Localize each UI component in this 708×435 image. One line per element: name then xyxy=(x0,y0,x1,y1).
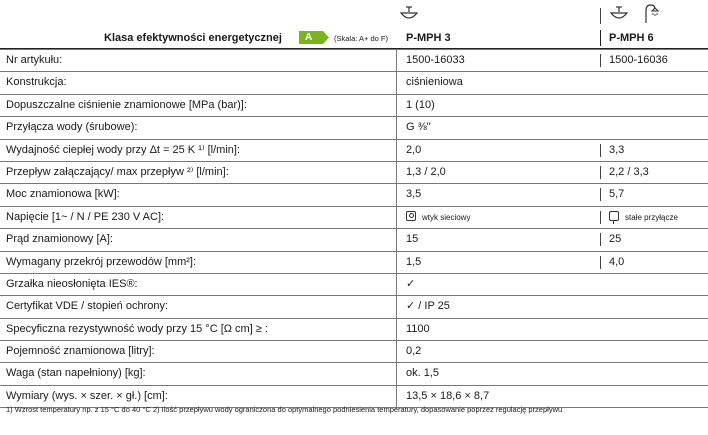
energy-class-badge: A xyxy=(299,31,329,44)
table-row: Przyłącza wody (śrubowe): G ⅜" xyxy=(0,117,708,140)
fixed-connection-label: stałe przyłącze xyxy=(625,212,678,222)
table-row: Napięcie [1~ / N / PE 230 V AC]: wtyk sie… xyxy=(0,206,708,230)
row-value-2: 2,2 / 3,3 xyxy=(609,165,649,178)
column-divider xyxy=(396,385,397,408)
energy-scale-note: (Skala: A+ do F) xyxy=(334,34,388,43)
energy-class-title: Klasa efektywności energetycznej xyxy=(104,32,282,44)
table-row: Wymiary (wys. × szer. × gł.) [cm]: 13,5 ×… xyxy=(0,385,708,409)
value-separator xyxy=(600,233,601,247)
column-divider xyxy=(396,206,397,229)
column-divider xyxy=(396,161,397,184)
icon-separator xyxy=(600,8,601,24)
column-divider xyxy=(396,139,397,161)
row-label: Napięcie [1~ / N / PE 230 V AC]: xyxy=(6,210,165,223)
table-row: Moc znamionowa [kW]: 3,5 5,7 xyxy=(0,184,708,207)
row-label: Certyfikat VDE / stopień ochrony: xyxy=(6,300,169,313)
column-divider xyxy=(396,50,397,72)
row-value-1: 3,5 xyxy=(406,188,422,201)
row-value-2: 3,3 xyxy=(609,143,625,156)
fixed-connection-icon xyxy=(609,210,619,224)
model-name-2: P-MPH 6 xyxy=(609,32,654,44)
row-label: Prąd znamionowy [A]: xyxy=(6,233,113,246)
row-value-1: ok. 1,5 xyxy=(406,367,440,380)
value-separator xyxy=(600,143,601,157)
row-label: Waga (stan napełniony) [kg]: xyxy=(6,367,146,380)
plug-label: wtyk sieciowy xyxy=(422,212,471,222)
row-value-1: 1100 xyxy=(406,322,430,335)
row-value-1: 15 xyxy=(406,233,419,246)
row-value-1: ✓ / IP 25 xyxy=(406,300,450,313)
column-divider xyxy=(396,341,397,363)
row-label: Specyficzna rezystywność wody przy 15 °C… xyxy=(6,322,268,335)
row-value-1: ✓ xyxy=(406,277,416,290)
row-value-1: G ⅜" xyxy=(406,121,431,134)
model-name-1: P-MPH 3 xyxy=(406,32,451,44)
row-value-1: 1 (10) xyxy=(406,98,435,111)
voltage-value-1: wtyk sieciowy xyxy=(406,207,470,228)
row-label: Grzałka nieosłonięta IES®: xyxy=(6,277,138,290)
value-separator xyxy=(600,188,601,202)
row-value-1: 0,2 xyxy=(406,345,422,358)
table-row: Przepływ załączający/ max przepływ ²⁾ [l… xyxy=(0,161,708,185)
table-row: Specyficzna rezystywność wody przy 15 °C… xyxy=(0,318,708,342)
table-row: Nr artykułu: 1500-16033 1500-16036 xyxy=(0,49,708,73)
row-value-1: 13,5 × 18,6 × 8,7 xyxy=(406,389,490,402)
column-divider xyxy=(396,318,397,341)
table-row: Pojemność znamionowa [litry]: 0,2 xyxy=(0,341,708,364)
row-label: Pojemność znamionowa [litry]: xyxy=(6,345,155,358)
table-row: Dopuszczalne ciśnienie znamionowe [MPa (… xyxy=(0,94,708,118)
plug-icon xyxy=(406,210,416,221)
table-row: Grzałka nieosłonięta IES®: ✓ xyxy=(0,273,708,297)
row-label: Wymagany przekrój przewodów [mm²]: xyxy=(6,255,197,268)
row-value-2: 1500-16036 xyxy=(609,54,668,66)
table-row: Wydajność ciepłej wody przy Δt = 25 K ¹⁾… xyxy=(0,139,708,162)
row-label: Nr artykułu: xyxy=(6,54,63,66)
table-row: Konstrukcja: ciśnieniowa xyxy=(0,72,708,95)
table-row: Waga (stan napełniony) [kg]: ok. 1,5 xyxy=(0,363,708,386)
column-divider xyxy=(396,72,397,94)
specs-table: Nr artykułu: 1500-16033 1500-16036 Konstruk… xyxy=(0,49,708,409)
footnote: 1) Wzrost temperatury np. z 15 °C do 40 … xyxy=(6,405,563,414)
sink-icon xyxy=(399,6,419,19)
column-divider xyxy=(396,117,397,139)
row-label: Konstrukcja: xyxy=(6,76,67,89)
row-value-1: 1,5 xyxy=(406,255,422,268)
value-separator xyxy=(600,255,601,269)
row-label: Dopuszczalne ciśnienie znamionowe [MPa (… xyxy=(6,98,247,111)
row-value-2: 5,7 xyxy=(609,188,625,201)
value-separator xyxy=(600,165,601,179)
row-label: Przepływ załączający/ max przepływ ²⁾ [l… xyxy=(6,165,229,178)
column-divider xyxy=(396,94,397,117)
column-divider xyxy=(396,363,397,385)
row-label: Moc znamionowa [kW]: xyxy=(6,188,120,201)
row-value-1: 1500-16033 xyxy=(406,54,465,66)
row-label: Przyłącza wody (śrubowe): xyxy=(6,121,138,134)
column-divider xyxy=(396,251,397,273)
table-row: Prąd znamionowy [A]: 15 25 xyxy=(0,229,708,252)
row-label: Wymiary (wys. × szer. × gł.) [cm]: xyxy=(6,389,168,402)
column-divider xyxy=(396,229,397,251)
table-row: Wymagany przekrój przewodów [mm²]: 1,5 4,0 xyxy=(0,251,708,274)
column-divider xyxy=(396,296,397,318)
row-value-1: 2,0 xyxy=(406,143,422,156)
value-separator xyxy=(600,210,601,224)
row-value-1: ciśnieniowa xyxy=(406,76,463,89)
row-value-1: 1,3 / 2,0 xyxy=(406,165,446,178)
table-row: Certyfikat VDE / stopień ochrony: ✓ / IP … xyxy=(0,296,708,319)
column-divider xyxy=(396,273,397,296)
header-separator xyxy=(600,30,601,46)
value-separator xyxy=(600,54,601,67)
shower-icon xyxy=(645,4,660,23)
sink-icon xyxy=(609,6,629,19)
voltage-value-2: stałe przyłącze xyxy=(609,207,678,228)
table-header: Klasa efektywności energetycznej A (Skal… xyxy=(0,28,708,49)
row-value-2: 4,0 xyxy=(609,255,625,268)
row-label: Wydajność ciepłej wody przy Δt = 25 K ¹⁾… xyxy=(6,143,241,156)
row-value-2: 25 xyxy=(609,233,622,246)
column-divider xyxy=(396,184,397,206)
